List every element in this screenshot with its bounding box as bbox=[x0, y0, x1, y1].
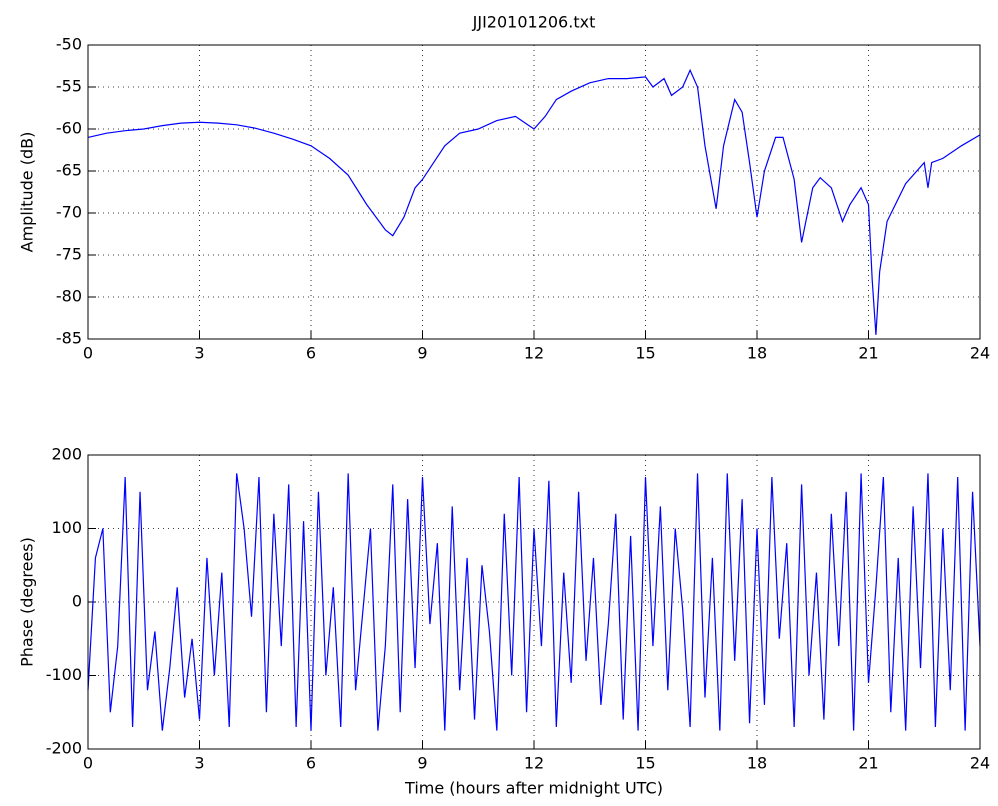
x-tick-label: 24 bbox=[970, 754, 990, 773]
y-tick-label: 0 bbox=[72, 592, 82, 611]
y-tick-label: -50 bbox=[56, 35, 82, 54]
y-tick-label: -55 bbox=[56, 77, 82, 96]
y-tick-label: -60 bbox=[56, 119, 82, 138]
data-line bbox=[87, 68, 981, 335]
axes-box bbox=[87, 454, 981, 750]
x-tick-label: 6 bbox=[306, 344, 316, 363]
plot-area bbox=[88, 45, 980, 339]
x-tick-label: 21 bbox=[858, 754, 878, 773]
data-line bbox=[87, 473, 981, 731]
chart-title: JJI20101206.txt bbox=[472, 13, 596, 32]
x-tick-label: 0 bbox=[83, 344, 93, 363]
x-tick-label: 21 bbox=[858, 344, 878, 363]
x-tick-label: 12 bbox=[524, 754, 544, 773]
axes-box bbox=[87, 44, 981, 340]
y-tick-label: -200 bbox=[46, 739, 82, 758]
x-axis-label: Time (hours after midnight UTC) bbox=[404, 779, 663, 798]
y-axis-label: Amplitude (dB) bbox=[18, 132, 37, 253]
x-tick-label: 12 bbox=[524, 344, 544, 363]
y-tick-label: -85 bbox=[56, 329, 82, 348]
x-tick-label: 3 bbox=[194, 344, 204, 363]
y-tick-label: -65 bbox=[56, 161, 82, 180]
x-tick-label: 18 bbox=[747, 344, 767, 363]
x-tick-label: 15 bbox=[635, 754, 655, 773]
x-tick-label: 24 bbox=[970, 344, 990, 363]
y-tick-label: 100 bbox=[51, 518, 82, 537]
x-tick-label: 9 bbox=[417, 344, 427, 363]
x-tick-label: 3 bbox=[194, 754, 204, 773]
x-tick-label: 0 bbox=[83, 754, 93, 773]
x-tick-label: 18 bbox=[747, 754, 767, 773]
x-tick-label: 15 bbox=[635, 344, 655, 363]
subplot: 0 3 6 9 12 15 18 21 24 -50 -55 -60 -65 -70 -75 -80 -85 JJ… bbox=[18, 13, 991, 363]
subplot: 0 3 6 9 12 15 18 21 24 200 100 0 -100 -200 Time (hours… bbox=[18, 445, 991, 798]
x-tick-label: 9 bbox=[417, 754, 427, 773]
y-tick-label: -75 bbox=[56, 245, 82, 264]
y-tick-label: -80 bbox=[56, 287, 82, 306]
x-tick-label: 6 bbox=[306, 754, 316, 773]
y-tick-label: -100 bbox=[46, 665, 82, 684]
y-tick-label: 200 bbox=[51, 445, 82, 464]
y-axis-label: Phase (degrees) bbox=[18, 537, 37, 667]
y-tick-label: -70 bbox=[56, 203, 82, 222]
